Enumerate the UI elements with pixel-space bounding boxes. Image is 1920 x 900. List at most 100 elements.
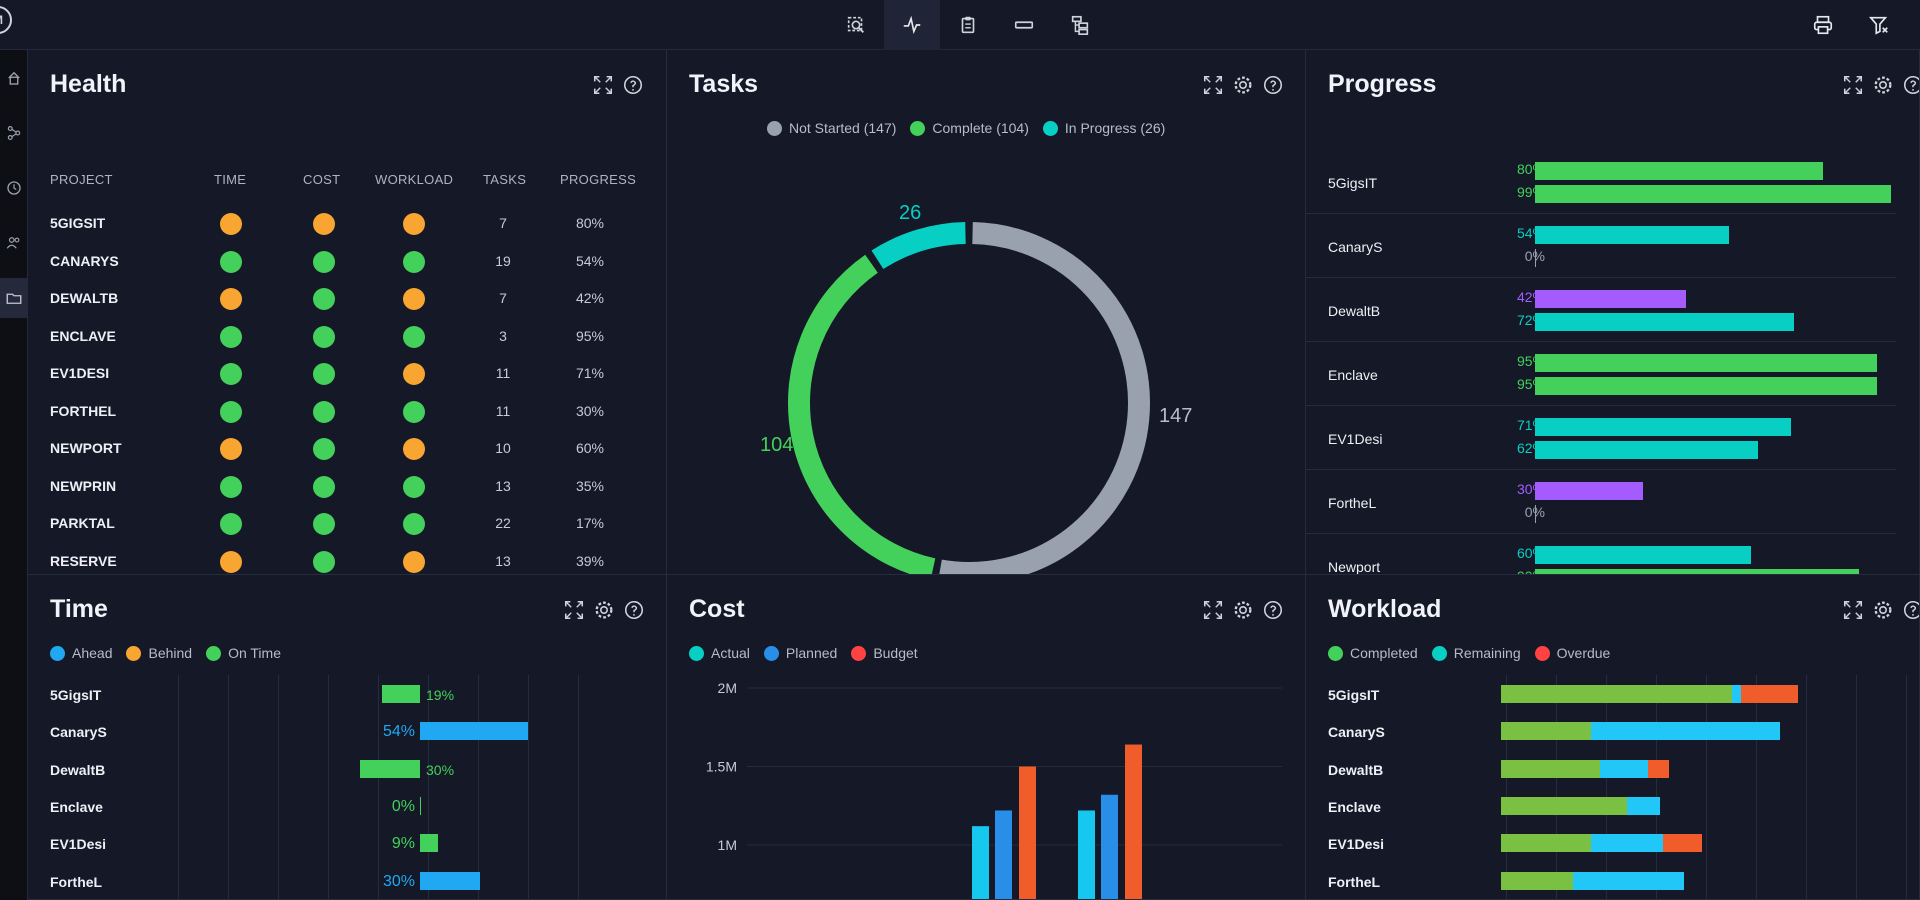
table-row[interactable]: NEWPORT 10 60% bbox=[28, 430, 666, 467]
legend-budget[interactable]: Budget bbox=[851, 645, 918, 661]
workload-remaining-segment[interactable] bbox=[1591, 722, 1780, 741]
time-bar[interactable] bbox=[360, 759, 420, 778]
workload-remaining-segment[interactable] bbox=[1627, 796, 1660, 815]
gear-icon[interactable] bbox=[1872, 599, 1894, 621]
legend-overdue[interactable]: Overdue bbox=[1534, 645, 1610, 661]
table-row[interactable]: 5GIGSIT 7 80% bbox=[28, 205, 666, 242]
list-item[interactable]: DewaltB 42% 72% bbox=[1306, 278, 1896, 342]
list-item[interactable]: 5GigsIT 80% 99% bbox=[1306, 150, 1896, 214]
workload-completed-segment[interactable] bbox=[1501, 722, 1591, 741]
workload-remaining-segment[interactable] bbox=[1573, 871, 1684, 890]
activity-icon[interactable] bbox=[884, 0, 940, 50]
legend-remaining[interactable]: Remaining bbox=[1431, 645, 1521, 661]
panel-title: Cost bbox=[689, 595, 745, 623]
table-row[interactable]: NEWPRIN 13 35% bbox=[28, 468, 666, 505]
time-bar[interactable] bbox=[420, 834, 438, 853]
help-icon[interactable] bbox=[1902, 599, 1919, 621]
legend-not-started[interactable]: Not Started (147) bbox=[767, 120, 896, 136]
legend-in-progress[interactable]: In Progress (26) bbox=[1042, 120, 1165, 136]
clock-icon[interactable] bbox=[0, 168, 28, 208]
project-name: CanaryS bbox=[50, 724, 107, 741]
print-icon[interactable] bbox=[1795, 0, 1851, 50]
expand-icon[interactable] bbox=[1842, 599, 1864, 621]
table-row[interactable]: DEWALTB 7 42% bbox=[28, 280, 666, 317]
bar-planned bbox=[995, 810, 1012, 899]
workload-overdue-segment[interactable] bbox=[1741, 685, 1798, 703]
folder-icon[interactable] bbox=[0, 278, 28, 318]
legend-actual[interactable]: Actual bbox=[689, 645, 750, 661]
help-icon[interactable] bbox=[1262, 599, 1284, 621]
progress-bar bbox=[1535, 441, 1759, 459]
progress-value: 30% bbox=[575, 402, 605, 419]
gear-icon[interactable] bbox=[1232, 74, 1254, 96]
workload-overdue-segment[interactable] bbox=[1663, 834, 1702, 853]
workload-status-dot bbox=[403, 363, 425, 385]
legend-ahead[interactable]: Ahead bbox=[50, 645, 112, 661]
panel-title: Time bbox=[50, 595, 108, 623]
list-item[interactable]: EV1Desi 71% 62% bbox=[1306, 406, 1896, 470]
expand-icon[interactable] bbox=[1202, 599, 1224, 621]
network-icon[interactable] bbox=[0, 113, 28, 153]
column-header-project: PROJECT bbox=[50, 172, 113, 187]
workload-panel: Workload Completed Remaining Overdue 5Gi… bbox=[1306, 575, 1920, 900]
time-bar[interactable] bbox=[382, 685, 420, 703]
legend-planned[interactable]: Planned bbox=[763, 645, 837, 661]
expand-icon[interactable] bbox=[563, 599, 585, 621]
table-row[interactable]: RESERVE 13 39% bbox=[28, 543, 666, 575]
help-icon[interactable] bbox=[1262, 74, 1284, 96]
legend-complete[interactable]: Complete (104) bbox=[910, 120, 1029, 136]
workload-overdue-segment[interactable] bbox=[1648, 759, 1669, 778]
home-icon[interactable] bbox=[0, 58, 28, 98]
list-item[interactable]: Enclave 95% 95% bbox=[1306, 342, 1896, 406]
progress-bar bbox=[1535, 546, 1751, 564]
table-row[interactable]: PARKTAL 22 17% bbox=[28, 505, 666, 542]
time-bar[interactable] bbox=[420, 871, 480, 890]
legend-on-time[interactable]: On Time bbox=[206, 645, 281, 661]
expand-icon[interactable] bbox=[1202, 74, 1224, 96]
project-name: EV1DESI bbox=[50, 365, 110, 381]
table-row[interactable]: FORTHEL 11 30% bbox=[28, 393, 666, 430]
gear-icon[interactable] bbox=[1232, 599, 1254, 621]
tasks-count: 13 bbox=[495, 477, 511, 494]
legend-behind[interactable]: Behind bbox=[126, 645, 192, 661]
expand-icon[interactable] bbox=[1842, 74, 1864, 96]
workload-completed-segment[interactable] bbox=[1501, 871, 1573, 890]
hierarchy-icon[interactable] bbox=[1052, 0, 1108, 50]
logo[interactable]: M bbox=[0, 6, 12, 34]
table-row[interactable]: ENCLAVE 3 95% bbox=[28, 318, 666, 355]
table-row[interactable]: CANARYS 19 54% bbox=[28, 243, 666, 280]
workload-remaining-segment[interactable] bbox=[1591, 834, 1663, 853]
minus-box-icon[interactable] bbox=[996, 0, 1052, 50]
clipboard-icon[interactable] bbox=[940, 0, 996, 50]
project-name: EV1Desi bbox=[1328, 836, 1385, 853]
cost-status-dot bbox=[313, 438, 335, 460]
time-bar[interactable] bbox=[420, 722, 528, 741]
tasks-count: 7 bbox=[499, 215, 507, 231]
expand-icon[interactable] bbox=[592, 74, 614, 96]
filter-clear-icon[interactable] bbox=[1851, 0, 1907, 50]
help-icon[interactable] bbox=[622, 74, 644, 96]
project-name: FortheL bbox=[50, 873, 103, 890]
table-row[interactable]: EV1DESI 11 71% bbox=[28, 355, 666, 392]
time-bar[interactable] bbox=[420, 796, 421, 815]
workload-completed-segment[interactable] bbox=[1501, 759, 1600, 778]
grid-line bbox=[1856, 675, 1857, 899]
help-icon[interactable] bbox=[623, 599, 645, 621]
help-icon[interactable] bbox=[1902, 74, 1919, 96]
workload-completed-segment[interactable] bbox=[1501, 685, 1732, 703]
gear-icon[interactable] bbox=[1872, 74, 1894, 96]
workload-remaining-segment[interactable] bbox=[1732, 685, 1741, 703]
workload-completed-segment[interactable] bbox=[1501, 834, 1591, 853]
progress-bar bbox=[1535, 418, 1791, 436]
people-icon[interactable] bbox=[0, 223, 28, 263]
search-zoom-icon[interactable] bbox=[828, 0, 884, 50]
time-value: 19% bbox=[426, 687, 455, 703]
workload-completed-segment[interactable] bbox=[1501, 796, 1627, 815]
legend-completed[interactable]: Completed bbox=[1328, 645, 1418, 661]
progress-bar bbox=[1535, 377, 1877, 395]
gear-icon[interactable] bbox=[593, 599, 615, 621]
workload-remaining-segment[interactable] bbox=[1600, 759, 1648, 778]
